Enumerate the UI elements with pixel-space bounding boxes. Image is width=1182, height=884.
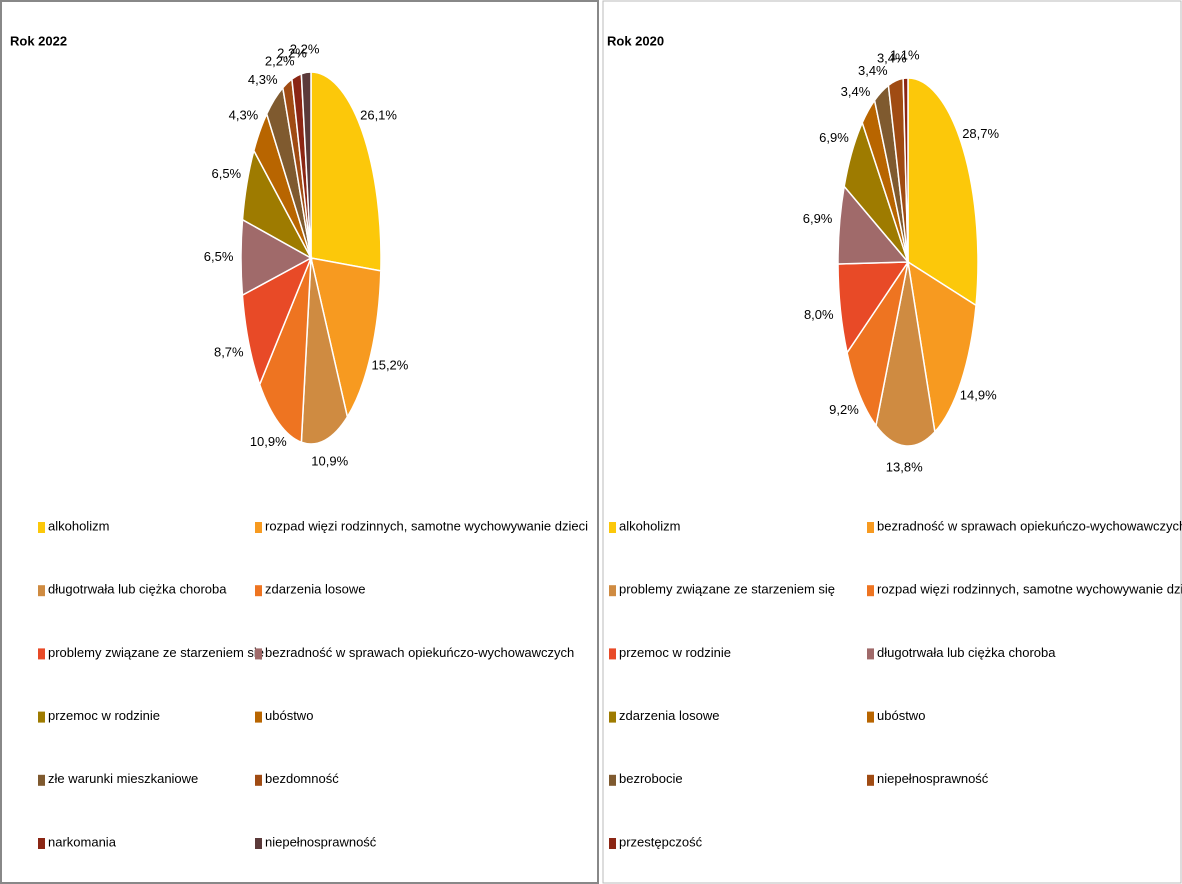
data-label: 3,4% — [841, 84, 871, 99]
legend-swatch — [609, 648, 616, 660]
legend-swatch — [38, 774, 45, 786]
legend-label: bezradność w sprawach opiekuńczo-wychowa… — [877, 518, 1182, 533]
legend-swatch — [609, 711, 616, 723]
data-label: 1,1% — [890, 47, 920, 62]
legend-label: rozpad więzi rodzinnych, samotne wychowy… — [265, 518, 588, 533]
data-label: 3,4% — [877, 51, 907, 66]
data-label: 3,4% — [858, 63, 888, 78]
legend-swatch — [867, 774, 874, 786]
pie-slice — [906, 260, 977, 434]
chart-title: Rok 2020 — [607, 33, 664, 48]
legend-label: niepełnosprawność — [877, 771, 989, 786]
pie-slice — [846, 261, 909, 428]
legend-swatch — [867, 648, 874, 660]
chart-title: Rok 2022 — [10, 33, 67, 48]
legend-swatch — [609, 585, 616, 597]
data-label: 6,5% — [204, 249, 234, 264]
pie-slice — [902, 77, 909, 263]
data-label: 15,2% — [371, 358, 408, 373]
data-label: 4,3% — [248, 72, 278, 87]
data-label: 8,7% — [214, 345, 244, 360]
data-label: 10,9% — [311, 453, 348, 468]
pie-slice — [300, 71, 312, 259]
legend-swatch — [255, 648, 262, 660]
legend-swatch — [867, 585, 874, 597]
legend-swatch — [38, 648, 45, 660]
data-label: 4,3% — [229, 107, 259, 122]
data-label: 6,5% — [211, 166, 241, 181]
pie-slice — [907, 77, 979, 307]
data-label: 26,1% — [360, 107, 397, 122]
data-label: 9,2% — [829, 402, 859, 417]
legend-label: przestępczość — [619, 834, 703, 849]
data-label: 2,2% — [277, 46, 307, 61]
data-label: 6,9% — [819, 130, 849, 145]
data-label: 10,9% — [250, 434, 287, 449]
legend-swatch — [867, 522, 874, 533]
legend-swatch — [609, 838, 616, 849]
legend-swatch — [38, 838, 45, 849]
pie-slice — [310, 71, 382, 272]
pie-slice — [875, 261, 936, 447]
legend-label: rozpad więzi rodzinnych, samotne wychowy… — [877, 582, 1182, 597]
legend-swatch — [255, 774, 262, 786]
legend-label: narkomania — [48, 834, 117, 849]
legend-label: ubóstwo — [877, 708, 925, 723]
data-label: 14,9% — [960, 387, 997, 402]
legend-swatch — [38, 585, 45, 597]
legend-label: złe warunki mieszkaniowe — [48, 771, 198, 786]
legend-label: przemoc w rodzinie — [48, 708, 160, 723]
legend-label: długotrwała lub ciężka choroba — [48, 582, 227, 597]
data-label: 8,0% — [804, 307, 834, 322]
legend-swatch — [255, 711, 262, 723]
legend-label: problemy związane ze starzeniem się — [48, 645, 264, 660]
data-label: 2,2% — [290, 42, 320, 57]
legend-label: zdarzenia losowe — [265, 582, 365, 597]
legend-swatch — [255, 522, 262, 533]
legend-label: przemoc w rodzinie — [619, 645, 731, 660]
legend-swatch — [609, 522, 616, 533]
legend-swatch — [867, 711, 874, 723]
legend-label: alkoholizm — [48, 518, 109, 533]
data-label: 13,8% — [886, 459, 923, 474]
legend-label: niepełnosprawność — [265, 834, 377, 849]
legend-swatch — [255, 838, 262, 849]
data-label: 2,2% — [265, 53, 295, 68]
data-label: 28,7% — [962, 126, 999, 141]
pie-slice — [310, 257, 382, 419]
pie-slice — [300, 257, 349, 445]
legend-swatch — [609, 774, 616, 786]
legend-label: bezrobocie — [619, 771, 683, 786]
legend-swatch — [255, 585, 262, 597]
legend-label: zdarzenia losowe — [619, 708, 719, 723]
legend-label: bezradność w sprawach opiekuńczo-wychowa… — [265, 645, 574, 660]
legend-swatch — [38, 711, 45, 723]
legend-label: problemy związane ze starzeniem się — [619, 582, 835, 597]
pie-slice — [241, 256, 313, 387]
legend-swatch — [38, 522, 45, 533]
legend-label: alkoholizm — [619, 518, 680, 533]
pie-slice — [837, 261, 910, 355]
pie-slice — [258, 257, 312, 444]
legend-label: bezdomność — [265, 771, 339, 786]
data-label: 6,9% — [803, 211, 833, 226]
legend-label: długotrwała lub ciężka choroba — [877, 645, 1056, 660]
legend-label: ubóstwo — [265, 708, 313, 723]
